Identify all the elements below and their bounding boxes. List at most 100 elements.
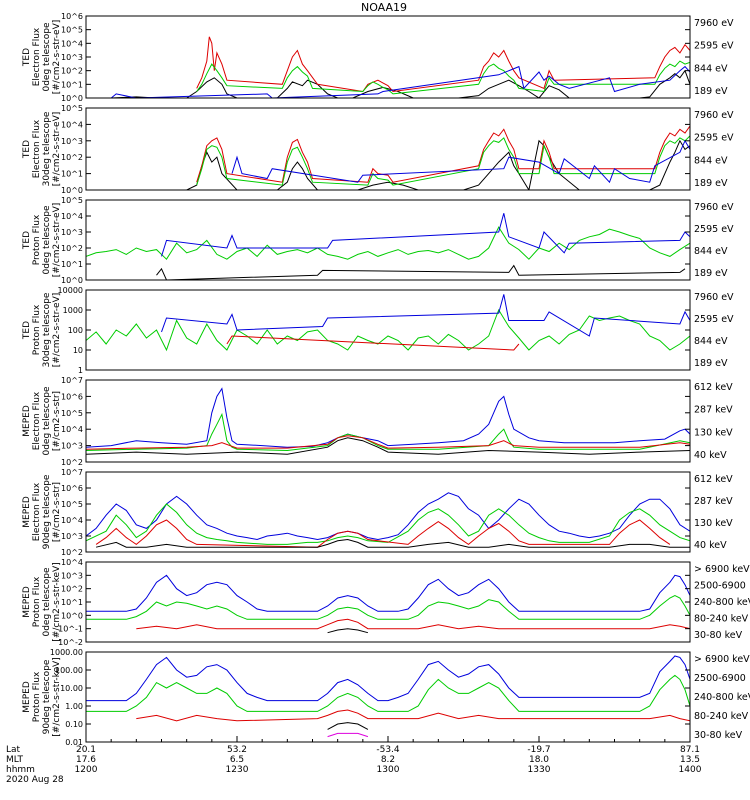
y-axis-label-line: 0deg telescope — [42, 386, 52, 456]
y-tick-label: 10^5 — [61, 104, 83, 113]
legend-entry: 40 keV — [694, 540, 727, 551]
legend-entry: 612 keV — [694, 382, 733, 393]
series-line-612-kev — [95, 538, 690, 548]
series-line-287-kev — [95, 519, 671, 548]
y-tick-label: 10^6 — [61, 392, 83, 401]
footer-label-mlt: MLT — [6, 755, 24, 765]
y-axis-label-line: 0deg telescope — [42, 567, 52, 637]
y-tick-label: 10^4 — [61, 212, 83, 221]
x-tick-time: 1230 — [226, 765, 249, 775]
y-axis-label-line: 90deg telescope — [42, 659, 52, 734]
legend-entry: 2595 eV — [694, 314, 734, 325]
y-tick-label: 10^7 — [61, 468, 83, 477]
series-line-844-ev — [86, 226, 690, 260]
legend-entry: 130 keV — [694, 518, 733, 529]
legend-entry: 80-240 keV — [694, 614, 749, 625]
y-tick-label: 10000 — [58, 286, 83, 295]
y-tick-label: 10^-2 — [58, 638, 83, 647]
y-axis-label-line: TED — [22, 321, 32, 340]
series-line-30-80-kev — [86, 655, 690, 702]
y-axis-label-line: MEPED — [22, 405, 32, 437]
series-line-30-80-kev — [86, 574, 690, 612]
legend-entry: 189 eV — [694, 178, 728, 189]
legend-entry: 2595 eV — [694, 41, 734, 52]
panel-frame — [85, 107, 691, 191]
series-line-189-ev — [161, 213, 690, 257]
panel-8: 0.01 0.10 1.00 10.00 100.00 1000.00 MEPED Proto… — [22, 648, 750, 747]
panel-3: 10^0 10^1 10^2 10^3 10^4 10^5 TED Proton Flux 0d… — [22, 196, 734, 285]
series-line-240-800-kev — [136, 709, 690, 722]
series-line-612-kev — [86, 437, 690, 455]
y-axis-label-line: [#/cm2-s-str-eV] — [52, 293, 62, 368]
y-tick-label: 10^5 — [61, 26, 83, 35]
series-line-2500-6900 — [327, 722, 369, 730]
y-axis-label-line: Proton Flux — [32, 304, 42, 355]
y-axis-label-line: [#/cm2-s-str] — [52, 482, 62, 542]
x-tick-lat: 53.2 — [227, 745, 247, 755]
legend-entry: 240-800 keV — [694, 692, 750, 703]
legend-entry: 287 keV — [694, 496, 733, 507]
series-line-2595-ev — [226, 335, 520, 351]
y-axis-label-line: Electron Flux — [32, 482, 42, 541]
y-tick-label: 10^4 — [61, 39, 83, 48]
y-tick-label: 10^1 — [61, 170, 83, 179]
series-line-80-240-kev — [86, 595, 690, 620]
x-tick-time: 1300 — [377, 765, 400, 775]
x-tick-mlt: 13.5 — [680, 755, 700, 765]
y-tick-label: 10^2 — [61, 585, 83, 594]
series-line-2595-ev — [196, 125, 690, 183]
y-axis-label-line: MEPED — [22, 586, 32, 618]
series-line-40-kev — [86, 492, 690, 541]
series-line-40-kev — [86, 387, 690, 448]
y-axis-label-line: TED — [22, 231, 32, 250]
y-tick-label: 10 — [73, 346, 83, 355]
y-tick-label: 10^0 — [61, 276, 83, 285]
legend-entry: 844 eV — [694, 336, 728, 347]
y-tick-label: 10^1 — [61, 80, 83, 89]
x-tick-mlt: 8.2 — [381, 755, 395, 765]
legend-entry: > 6900 keV — [694, 564, 750, 575]
legend-entry: 7960 eV — [694, 110, 734, 121]
x-tick-lat: -19.7 — [527, 745, 550, 755]
series-line--6900-kev — [327, 732, 369, 738]
x-tick-mlt: 6.5 — [230, 755, 244, 765]
legend-entry: 80-240 keV — [694, 711, 749, 722]
legend-entry: 30-80 keV — [694, 730, 743, 741]
legend-entry: 7960 eV — [694, 202, 734, 213]
legend-entry: 30-80 keV — [694, 630, 743, 641]
series-line-7960-ev — [156, 264, 686, 280]
panel-frame — [85, 379, 691, 463]
footer-label-date: 2020 Aug 28 — [6, 775, 64, 785]
y-tick-label: 100 — [68, 326, 83, 335]
y-axis-label-line: [#/cm2-s-str-eV] — [52, 20, 62, 95]
footer-label-lat: Lat — [6, 745, 21, 755]
y-tick-label: 10^4 — [61, 120, 83, 129]
legend-entry: 2500-6900 — [694, 581, 746, 592]
y-tick-label: 10^2 — [61, 153, 83, 162]
panel-5: 10^2 10^3 10^4 10^5 10^6 10^7 MEPED Electron Fl… — [22, 376, 733, 467]
panel-6: 10^2 10^3 10^4 10^5 10^6 10^7 MEPED Electron Fl… — [22, 468, 733, 557]
y-axis-label-line: TED — [22, 48, 32, 67]
y-axis-label-line: Proton Flux — [32, 576, 42, 627]
y-tick-label: 10^2 — [61, 244, 83, 253]
y-axis-label-line: MEPED — [22, 496, 32, 528]
series-line-7960-ev — [96, 139, 690, 190]
y-tick-label: 10^0 — [61, 94, 83, 103]
y-tick-label: 10^0 — [61, 611, 83, 620]
x-tick-lat: 20.1 — [76, 745, 96, 755]
y-axis-label-line: Proton Flux — [32, 671, 42, 722]
series-line-240-800-kev — [136, 618, 690, 630]
legend-entry: 2500-6900 — [694, 673, 746, 684]
x-tick-time: 1200 — [75, 765, 98, 775]
y-tick-label: 0.01 — [65, 738, 83, 747]
series-line-2500-6900 — [327, 628, 369, 634]
y-axis-label-line: [#/cm2-s-str-keV] — [52, 657, 62, 736]
y-axis-label-line: [#/cm2-s-str-eV] — [52, 203, 62, 278]
x-tick-mlt: 18.0 — [529, 755, 549, 765]
y-tick-label: 10^5 — [61, 409, 83, 418]
y-tick-label: 10^1 — [61, 260, 83, 269]
series-line-844-ev — [86, 308, 690, 352]
legend-entry: 189 eV — [694, 268, 728, 279]
y-tick-label: 1000.00 — [50, 648, 83, 657]
